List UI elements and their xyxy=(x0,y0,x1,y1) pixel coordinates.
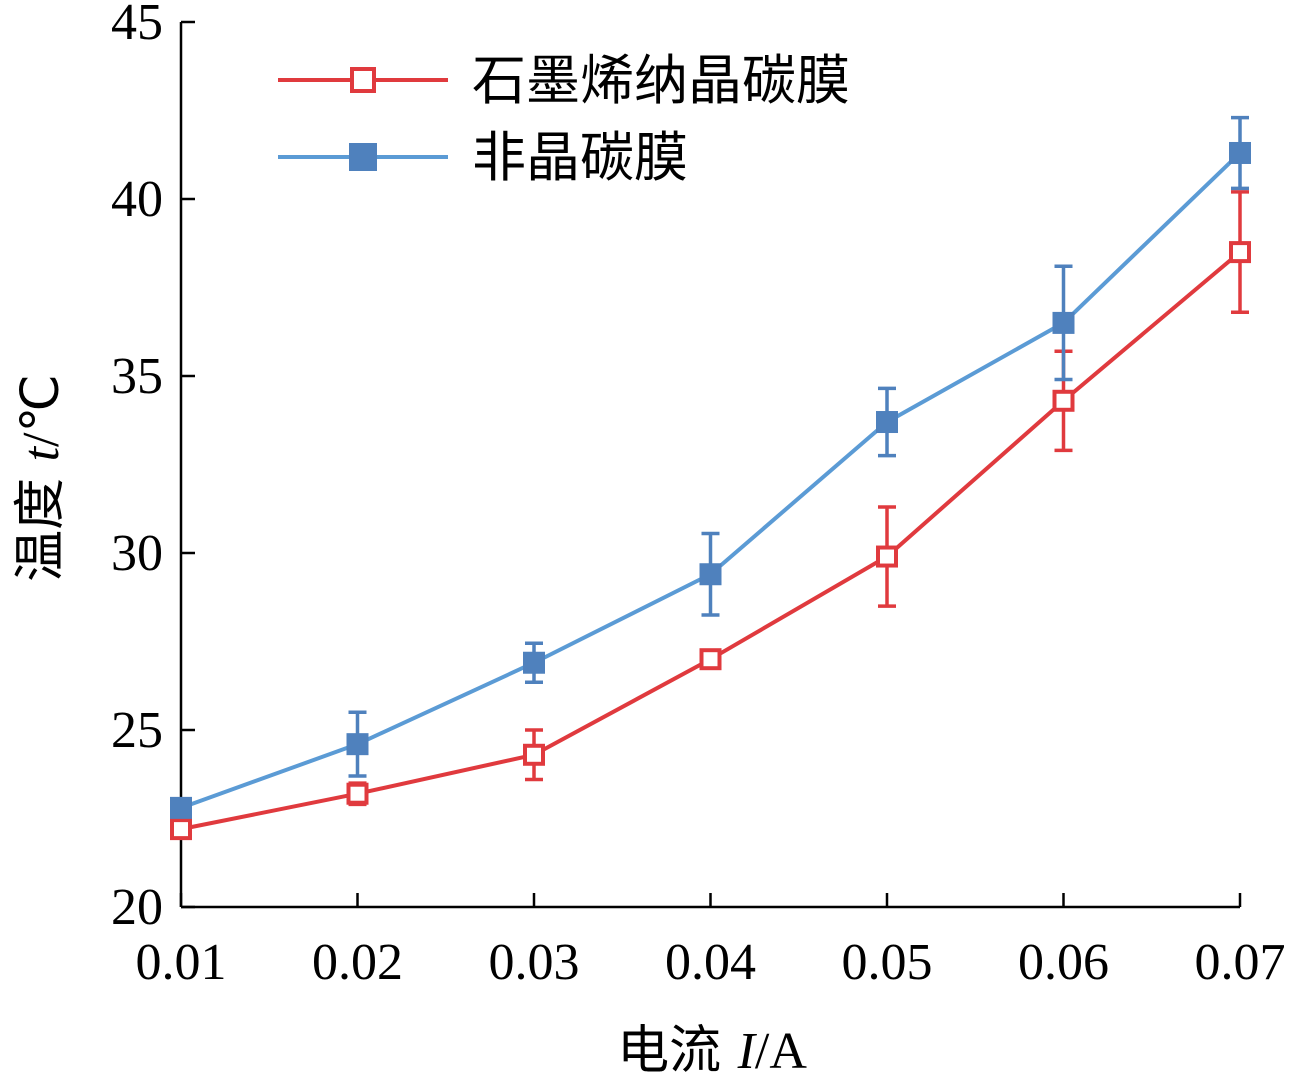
data-point xyxy=(1229,241,1251,264)
y-tick-label: 25 xyxy=(111,702,163,759)
x-axis-title-prefix: 电流 xyxy=(617,1021,738,1078)
x-tick-label: 0.05 xyxy=(842,934,933,991)
y-tick-label: 45 xyxy=(111,0,163,51)
series-line xyxy=(180,151,1242,810)
data-point xyxy=(170,818,192,841)
x-tick-label: 0.04 xyxy=(665,934,756,991)
data-point xyxy=(170,796,192,819)
legend-label: 石墨烯纳晶碳膜 xyxy=(472,49,850,112)
y-tick-label: 40 xyxy=(111,171,163,228)
data-point xyxy=(1052,311,1075,334)
data-point xyxy=(699,563,722,586)
x-tick-label: 0.07 xyxy=(1195,934,1286,991)
y-axis-title: 温度 t/℃ xyxy=(11,374,71,582)
data-point xyxy=(523,651,545,674)
y-axis-title-unit: /℃ xyxy=(13,374,70,447)
legend-item-2: 非晶碳膜 xyxy=(278,126,688,189)
legend-label: 非晶碳膜 xyxy=(472,126,688,189)
series-layer xyxy=(170,115,1251,841)
y-tick-label: 35 xyxy=(111,348,163,405)
x-tick-label: 0.01 xyxy=(136,934,227,991)
x-axis-title-unit: /A xyxy=(755,1023,807,1078)
data-point xyxy=(876,545,898,568)
legend-marker xyxy=(349,143,377,171)
y-axis-title-prefix: 温度 xyxy=(11,461,71,582)
y-axis-title-var: t xyxy=(13,445,70,461)
x-tick-label: 0.06 xyxy=(1018,934,1109,991)
x-tick-label: 0.03 xyxy=(489,934,580,991)
data-point xyxy=(346,733,369,756)
series-2 xyxy=(170,115,1251,819)
data-point xyxy=(1229,141,1251,164)
legend-item-1: 石墨烯纳晶碳膜 xyxy=(278,49,850,112)
data-point xyxy=(1052,389,1075,412)
y-tick-label: 30 xyxy=(111,525,163,582)
x-tick-label: 0.02 xyxy=(312,934,403,991)
x-axis-title-var: I xyxy=(737,1023,758,1078)
data-point xyxy=(523,743,545,766)
data-point xyxy=(346,782,369,805)
legend-marker xyxy=(350,67,376,93)
y-tick-label: 20 xyxy=(111,879,163,936)
data-point xyxy=(699,648,722,671)
axes: 20 25 30 35 40 45 0.01 0.02 0.03 0.04 0.05 0.06 0.07 xyxy=(111,0,1286,991)
series-1 xyxy=(170,190,1251,841)
x-axis-title: 电流 I/A xyxy=(617,1021,807,1078)
data-point xyxy=(876,411,898,434)
